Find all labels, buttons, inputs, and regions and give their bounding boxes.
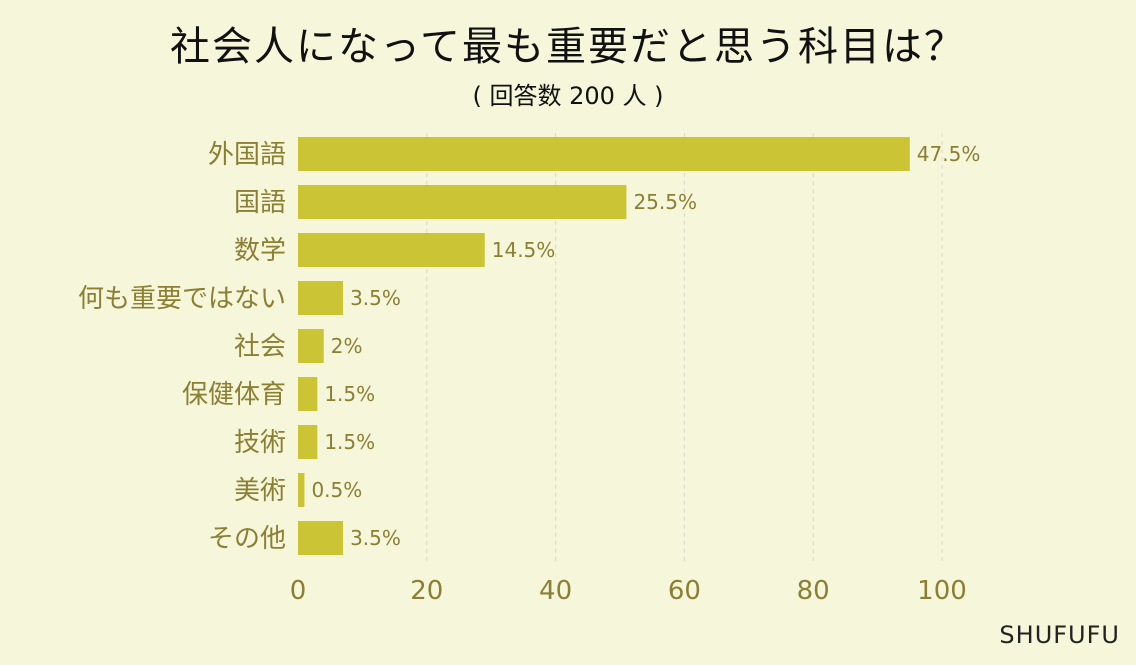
x-tick-label: 40 (539, 576, 572, 606)
category-label: 技術 (234, 428, 286, 458)
value-label: 14.5% (492, 238, 556, 262)
bar (298, 425, 318, 459)
x-tick-label: 100 (917, 576, 967, 606)
value-label: 3.5% (350, 286, 401, 310)
value-label: 47.5% (917, 142, 981, 166)
chart-subtitle: ( 回答数 200 人 ) (472, 82, 664, 110)
x-tick-label: 0 (290, 576, 307, 606)
bar (298, 137, 910, 171)
category-label: 美術 (234, 476, 286, 506)
category-label: 保健体育 (182, 380, 286, 410)
bar (298, 329, 324, 363)
value-label: 1.5% (324, 382, 375, 406)
chart-title: 社会人になって最も重要だと思う科目は？ (170, 24, 966, 70)
bar (298, 473, 305, 507)
value-label: 2% (331, 334, 363, 358)
bar (298, 185, 627, 219)
bar (298, 233, 485, 267)
category-label: 何も重要ではない (78, 284, 286, 314)
value-label: 3.5% (350, 526, 401, 550)
x-tick-label: 80 (797, 576, 830, 606)
value-label: 1.5% (324, 430, 375, 454)
x-tick-label: 60 (668, 576, 701, 606)
category-label: 国語 (234, 188, 286, 218)
bar (298, 521, 344, 555)
category-label: 社会 (234, 332, 286, 362)
value-label: 25.5% (633, 190, 697, 214)
category-label: 外国語 (208, 140, 286, 170)
bar (298, 377, 318, 411)
brand-logo-text: SHUFUFU (999, 621, 1120, 649)
x-tick-label: 20 (410, 576, 443, 606)
value-label: 0.5% (311, 478, 362, 502)
category-label: その他 (208, 524, 286, 554)
bar (298, 281, 344, 315)
category-label: 数学 (234, 236, 286, 266)
